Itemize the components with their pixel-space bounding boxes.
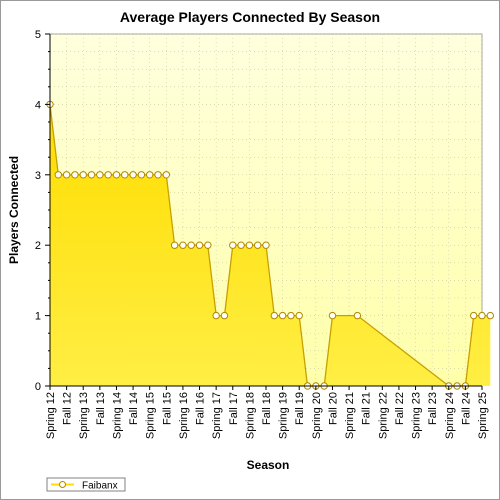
y-tick-label: 1 xyxy=(35,311,41,323)
data-point xyxy=(353,311,362,320)
data-point xyxy=(79,171,87,179)
data-point xyxy=(104,171,112,179)
data-point xyxy=(96,171,104,179)
data-point xyxy=(187,241,195,249)
data-point xyxy=(112,171,121,179)
legend-swatch-marker xyxy=(59,481,66,488)
data-point xyxy=(195,241,204,249)
data-point xyxy=(469,311,478,320)
x-axis-label: Season xyxy=(247,458,290,472)
y-axis: 0 1 2 3 4 5 xyxy=(35,29,50,393)
y-tick-label: 3 xyxy=(35,170,41,182)
data-point xyxy=(87,171,96,179)
data-point xyxy=(270,311,279,320)
data-point xyxy=(162,171,171,179)
data-point xyxy=(129,171,137,179)
x-tick-label: Spring 17 xyxy=(211,392,223,439)
data-point xyxy=(245,241,254,249)
x-tick-label: Fall 18 xyxy=(261,392,273,425)
x-tick-label: Spring 18 xyxy=(244,392,256,439)
data-point xyxy=(295,311,303,320)
legend-entry-label: Faibanx xyxy=(82,481,118,492)
data-point xyxy=(145,171,154,179)
legend-box xyxy=(46,477,126,492)
data-point xyxy=(121,171,129,179)
data-point xyxy=(54,171,63,179)
data-point xyxy=(328,311,337,320)
x-tick-label: Fall 24 xyxy=(460,392,472,425)
data-point xyxy=(62,171,71,179)
data-point xyxy=(478,311,486,320)
data-point xyxy=(229,241,237,249)
data-point xyxy=(253,241,262,249)
data-point xyxy=(170,241,179,249)
x-tick-label: Fall 15 xyxy=(161,392,173,425)
data-point xyxy=(220,311,229,320)
x-tick-label: Spring 24 xyxy=(444,392,456,439)
data-point xyxy=(486,311,495,320)
x-tick-label: Spring 19 xyxy=(278,392,290,439)
y-tick-label: 0 xyxy=(35,381,41,393)
data-point xyxy=(204,241,212,249)
data-point xyxy=(137,171,146,179)
data-point xyxy=(287,311,295,320)
y-tick-label: 5 xyxy=(35,29,41,41)
data-point xyxy=(262,241,270,249)
data-point xyxy=(71,171,79,179)
x-tick-label: Fall 21 xyxy=(361,392,373,425)
x-tick-label: Fall 16 xyxy=(195,392,207,425)
x-tick-label: Fall 20 xyxy=(328,392,340,425)
x-tick-label: Spring 21 xyxy=(344,392,356,439)
x-tick-label: Spring 15 xyxy=(145,392,157,439)
legend: Faibanx xyxy=(46,477,126,492)
chart-title: Average Players Connected By Season xyxy=(120,9,380,25)
data-point xyxy=(154,171,162,179)
data-point xyxy=(179,241,187,249)
x-tick-label: Spring 22 xyxy=(377,392,389,439)
x-tick-label: Spring 20 xyxy=(311,392,323,439)
x-tick-label: Spring 13 xyxy=(78,392,90,439)
x-tick-label: Spring 16 xyxy=(178,392,190,439)
x-tick-label: Spring 23 xyxy=(411,392,423,439)
y-tick-label: 2 xyxy=(35,240,41,252)
x-tick-label: Fall 12 xyxy=(62,392,74,425)
y-tick-label: 4 xyxy=(35,99,41,111)
data-point xyxy=(278,311,287,320)
x-tick-label: Spring 25 xyxy=(477,392,489,439)
x-tick-label: Spring 12 xyxy=(45,392,57,439)
x-tick-label: Fall 13 xyxy=(95,392,107,425)
x-tick-label: Fall 22 xyxy=(394,392,406,425)
data-point xyxy=(212,311,220,320)
x-tick-label: Fall 14 xyxy=(128,392,140,425)
x-tick-label: Fall 17 xyxy=(228,392,240,425)
x-tick-label: Fall 19 xyxy=(294,392,306,425)
y-axis-label: Players Connected xyxy=(7,156,21,264)
x-axis: Spring 12 Fall 12 Spring 13 Fall 13 Spring 1… xyxy=(45,386,489,439)
x-tick-label: Fall 23 xyxy=(427,392,439,425)
x-tick-label: Spring 14 xyxy=(112,392,124,439)
data-point xyxy=(237,241,245,249)
